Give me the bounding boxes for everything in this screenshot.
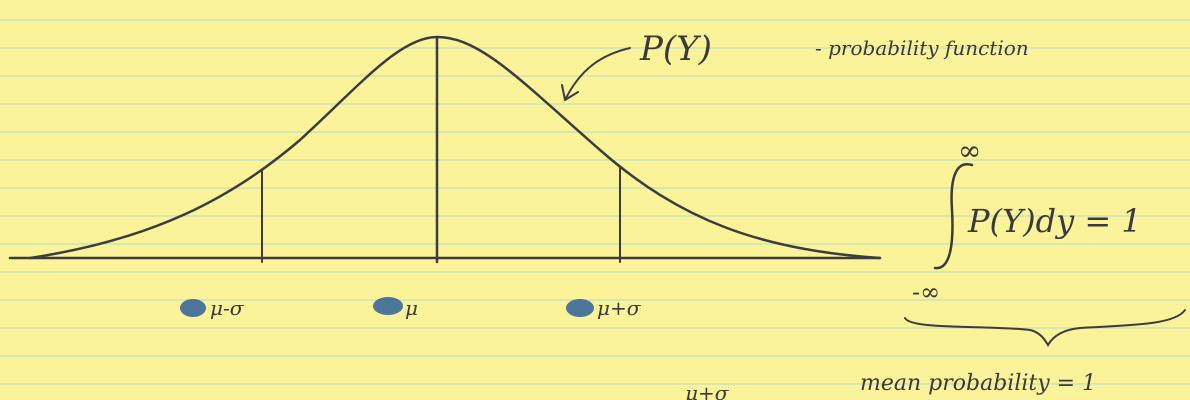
axis-label: μ+σ xyxy=(597,296,642,320)
axis-label: μ xyxy=(405,296,418,320)
notepaper: P(Y) - probability function μ-σ μ μ+σ ∞ … xyxy=(0,0,1190,400)
page: {"curve_label": "P(Y)", "curve_descripti… xyxy=(0,0,1190,400)
integral-lower: -∞ xyxy=(912,278,940,306)
arrow xyxy=(562,48,630,100)
note: mean probability = 1 xyxy=(860,371,1096,396)
footer-fragment: μ+σ xyxy=(685,381,730,400)
integral-body: P(Y)dy = 1 xyxy=(967,202,1142,240)
integral-upper: ∞ xyxy=(958,134,981,167)
curve-description: - probability function xyxy=(815,36,1029,60)
axis-label: μ-σ xyxy=(210,296,245,320)
bell-curve xyxy=(30,37,880,258)
curve-label: P(Y) xyxy=(639,29,712,69)
